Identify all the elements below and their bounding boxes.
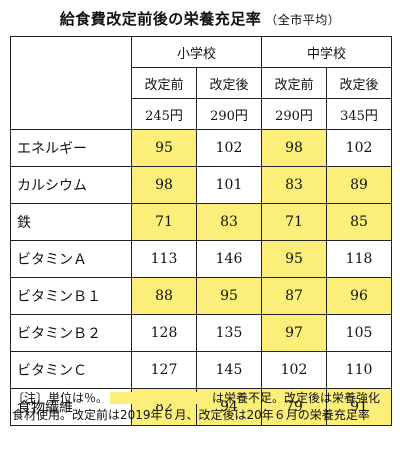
group-header: 小学校 [130, 36, 263, 68]
table-row: エネルギー 95 102 98 102 [10, 129, 393, 167]
value-cell: 95 [261, 240, 328, 278]
value-cell: 135 [195, 314, 263, 352]
value-cell: 89 [326, 166, 393, 204]
footnote: 〔注〕単位は％。 は栄養不足。改定後は栄養強化食材使用。改定前は2019年６月、改… [12, 390, 392, 424]
value-cell: 85 [326, 203, 393, 241]
row-label: カルシウム [10, 166, 132, 204]
value-cell: 118 [326, 240, 393, 278]
price-cell: 345円 [326, 98, 393, 130]
row-label: ビタミンＢ２ [10, 314, 132, 352]
value-cell: 96 [326, 277, 393, 315]
value-cell: 128 [131, 314, 197, 352]
table-title: 給食費改定前後の栄養充足率 （全市平均） [0, 8, 400, 29]
table-row: ビタミンＢ２ 128 135 97 105 [10, 314, 393, 352]
sub-header: 改定前 [131, 67, 197, 99]
row-label: 鉄 [10, 203, 132, 241]
group-header: 中学校 [261, 36, 393, 68]
row-label: エネルギー [10, 129, 132, 167]
sub-header: 改定前 [261, 67, 328, 99]
value-cell: 127 [131, 351, 197, 389]
value-cell: 95 [195, 277, 263, 315]
value-cell: 146 [195, 240, 263, 278]
footnote-text: 〔注〕単位は％。 [12, 391, 109, 405]
value-cell: 98 [131, 166, 197, 204]
value-cell: 102 [326, 129, 393, 167]
highlight-swatch [110, 392, 211, 404]
table-row: ビタミンＢ１ 88 95 87 96 [10, 277, 393, 315]
value-cell: 94 [195, 388, 263, 426]
value-cell: 102 [195, 129, 263, 167]
value-cell: 110 [326, 351, 393, 389]
price-cell: 290円 [261, 98, 328, 130]
value-cell: 87 [261, 277, 328, 315]
value-cell: 101 [195, 166, 263, 204]
value-cell: 97 [261, 314, 328, 352]
row-label: 食物繊維 [10, 388, 132, 426]
corner-cell [10, 36, 132, 130]
title-subtitle: （全市平均） [265, 13, 341, 27]
value-cell: 102 [261, 351, 328, 389]
value-cell: 83 [261, 166, 328, 204]
row-label: ビタミンＢ１ [10, 277, 132, 315]
value-cell: 98 [261, 129, 328, 167]
table-row: カルシウム 98 101 83 89 [10, 166, 393, 204]
value-cell: 105 [326, 314, 393, 352]
value-cell: 71 [131, 203, 197, 241]
value-cell: 95 [131, 129, 197, 167]
value-cell: 145 [195, 351, 263, 389]
price-cell: 245円 [131, 98, 197, 130]
sub-header: 改定後 [326, 67, 393, 99]
nutrition-table: 小学校 中学校 改定前 改定後 改定前 改定後 245円 290円 290円 3… [10, 36, 393, 426]
price-cell: 290円 [195, 98, 263, 130]
table-row: ビタミンＡ 113 146 95 118 [10, 240, 393, 278]
table-row: 鉄 71 83 71 85 [10, 203, 393, 241]
value-cell: 79 [261, 388, 328, 426]
title-text: 給食費改定前後の栄養充足率 [59, 10, 262, 28]
value-cell: 83 [195, 203, 263, 241]
row-label: ビタミンＣ [10, 351, 132, 389]
row-label: ビタミンＡ [10, 240, 132, 278]
table-row: ビタミンＣ 127 145 102 110 [10, 351, 393, 389]
value-cell: 91 [326, 388, 393, 426]
value-cell: 88 [131, 277, 197, 315]
sub-header: 改定後 [195, 67, 263, 99]
value-cell: 113 [131, 240, 197, 278]
footnote-text: は栄養不足。改定後は栄養強化食材使用。改定前は2019年６月、改定後は20年６月… [12, 391, 381, 422]
value-cell: 71 [261, 203, 328, 241]
